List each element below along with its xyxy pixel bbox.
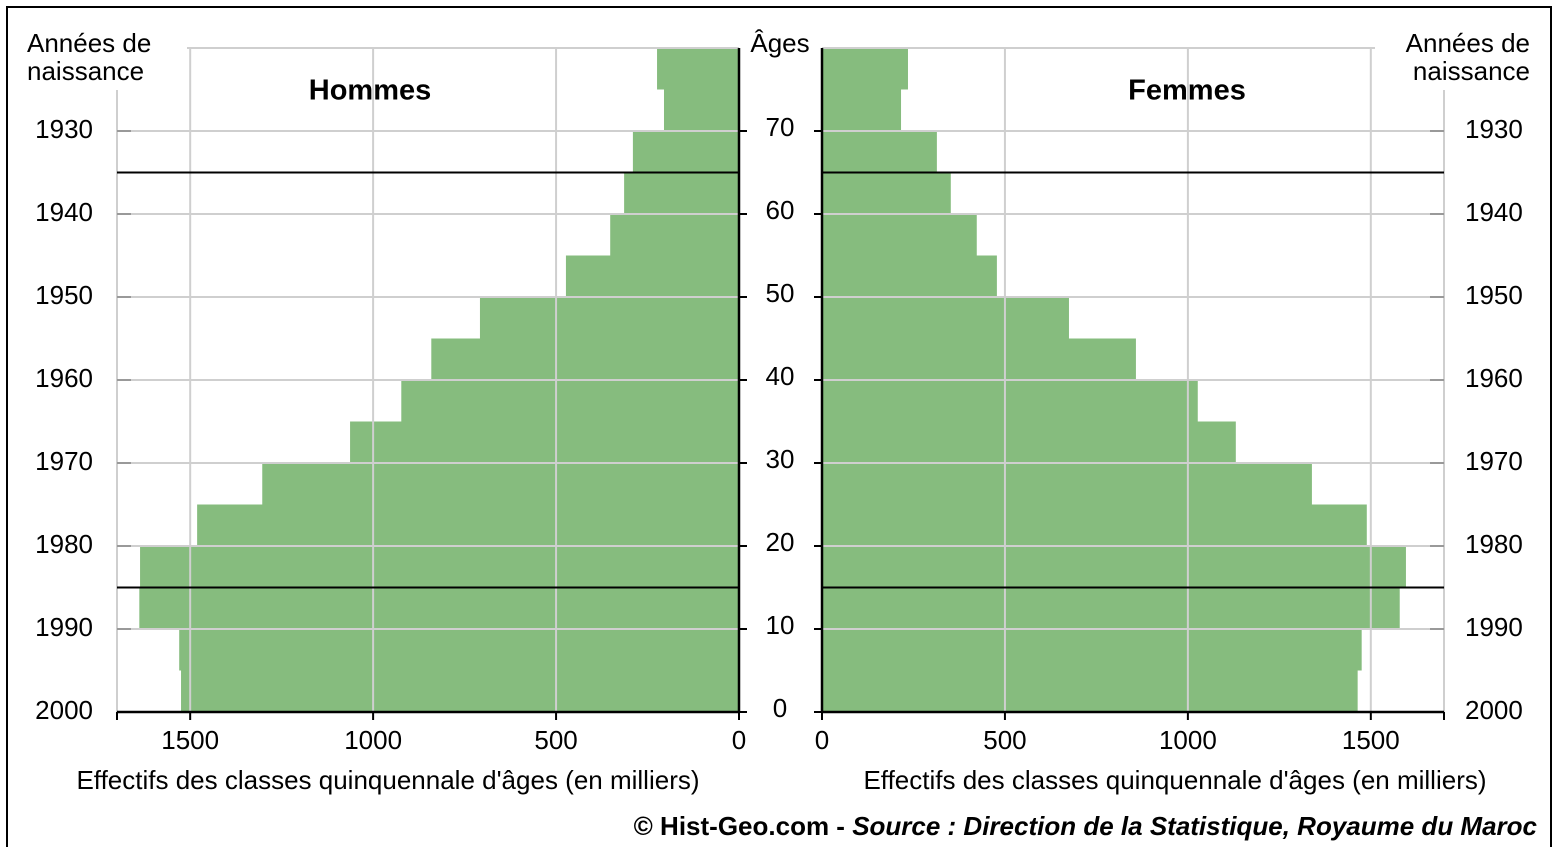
x-tick-label: 1000 [344,725,402,755]
bar [822,172,951,214]
x-tick-label: 0 [815,725,829,755]
bar [822,89,902,131]
x-tick-label: 1000 [1159,725,1217,755]
bar [822,463,1312,505]
y-tick-label: 50 [766,278,795,308]
y2-tick-label: 1970 [35,446,93,476]
bar [822,338,1136,380]
bar [822,670,1358,712]
y2-tick-label: 1930 [1465,114,1523,144]
x-tick-label: 500 [534,725,577,755]
y-tick-label: 0 [773,693,787,723]
bar [822,587,1400,629]
bar [822,504,1367,546]
footer: © Hist-Geo.com - Source : Direction de l… [634,811,1538,841]
bar [822,255,997,297]
x-axis-label: Effectifs des classes quinquennale d'âge… [76,765,699,795]
bar [624,172,739,214]
y2-tick-label: 1980 [35,529,93,559]
y-tick-label: 70 [766,112,795,142]
bar [657,48,739,90]
bar [822,131,937,173]
bar [139,587,739,629]
y2-tick-label: 1940 [1465,197,1523,227]
y2-axis-label: naissance [27,56,144,86]
x-tick-label: 0 [732,725,746,755]
bar [179,629,739,671]
bar [822,421,1236,463]
y2-tick-label: 1960 [35,363,93,393]
bar [663,89,739,131]
bar [181,670,739,712]
x-tick-label: 1500 [1342,725,1400,755]
bar [822,297,1069,339]
y2-tick-label: 1960 [1465,363,1523,393]
bar [479,297,739,339]
y2-tick-label: 1950 [35,280,93,310]
panel-title: Femmes [1128,75,1246,107]
credit: © Hist-Geo.com - [634,811,845,841]
bar [350,421,739,463]
y2-tick-label: 1980 [1465,529,1523,559]
y-tick-label: 30 [766,444,795,474]
panel-title: Hommes [309,75,432,107]
y2-tick-label: 2000 [35,695,93,725]
y-tick-label: 40 [766,361,795,391]
bar [431,338,739,380]
bar [822,380,1198,422]
source: Source : Direction de la Statistique, Ro… [852,811,1537,841]
y2-tick-label: 1950 [1465,280,1523,310]
y2-tick-label: 2000 [1465,695,1523,725]
y2-axis-label: Années de [27,28,151,58]
bar [565,255,739,297]
x-tick-label: 1500 [161,725,219,755]
y2-tick-label: 1940 [35,197,93,227]
bar [610,214,739,256]
bar [401,380,739,422]
y-tick-label: 60 [766,195,795,225]
bar [822,629,1362,671]
bar [822,214,977,256]
bar [632,131,739,173]
bar [822,48,908,90]
x-tick-label: 500 [983,725,1026,755]
y2-tick-label: 1970 [1465,446,1523,476]
y-tick-label: 10 [766,610,795,640]
bar [262,463,739,505]
bar [197,504,739,546]
y2-tick-label: 1990 [1465,612,1523,642]
y-tick-label: 20 [766,527,795,557]
y2-axis-label: Années de [1406,28,1530,58]
bar [822,546,1406,588]
y2-tick-label: 1930 [35,114,93,144]
x-axis-label: Effectifs des classes quinquennale d'âge… [863,765,1486,795]
y2-tick-label: 1990 [35,612,93,642]
bar [140,546,739,588]
y2-axis-label: naissance [1413,56,1530,86]
y-axis-label: Âges [750,28,809,58]
